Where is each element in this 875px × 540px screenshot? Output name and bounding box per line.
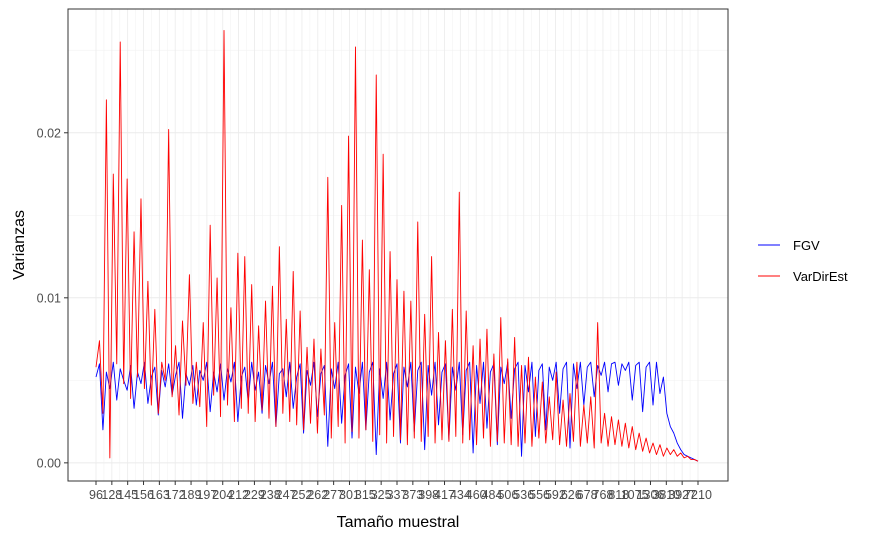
x-tick-label: 337: [387, 488, 408, 502]
x-tick-label: 156: [133, 488, 154, 502]
x-tick-label: 204: [212, 488, 233, 502]
x-tick-label: 247: [276, 488, 297, 502]
x-tick-label: 3927: [668, 488, 696, 502]
x-tick-label: 1306: [637, 488, 665, 502]
y-tick-label: 0.01: [37, 291, 61, 305]
x-tick-label: 484: [482, 488, 503, 502]
x-tick-label: 145: [117, 488, 138, 502]
x-tick-label: 592: [545, 488, 566, 502]
x-axis: 9612814515616317218919720421222923824725…: [89, 481, 712, 502]
x-tick-label: 315: [355, 488, 376, 502]
x-tick-label: 252: [292, 488, 313, 502]
x-tick-label: 1075: [621, 488, 649, 502]
series-line-vardirest: [95, 30, 699, 462]
x-tick-label: 398: [418, 488, 439, 502]
y-axis: 0.00 0.01 0.02: [37, 126, 68, 470]
x-tick-label: 128: [101, 488, 122, 502]
x-tick-label: 506: [497, 488, 518, 502]
x-tick-label: 460: [466, 488, 487, 502]
x-tick-label: 301: [339, 488, 360, 502]
x-tick-label: 818: [608, 488, 629, 502]
series-layer: [95, 30, 699, 462]
x-tick-label: 238: [260, 488, 281, 502]
x-tick-label: 172: [165, 488, 186, 502]
x-tick-label: 277: [323, 488, 344, 502]
plot-border: [67, 8, 729, 482]
x-tick-label: 3810: [652, 488, 680, 502]
x-tick-label: 229: [244, 488, 265, 502]
x-axis-title: Tamaño muestral: [337, 514, 460, 531]
x-tick-label: 678: [577, 488, 598, 502]
x-tick-label: 163: [149, 488, 170, 502]
x-tick-label: 556: [529, 488, 550, 502]
x-tick-label: 212: [228, 488, 249, 502]
x-tick-label: 262: [307, 488, 328, 502]
x-tick-label: 768: [593, 488, 614, 502]
legend-label-fgv: FGV: [793, 238, 820, 253]
y-tick-label: 0.02: [37, 126, 61, 140]
x-tick-label: 189: [181, 488, 202, 502]
legend: FGV VarDirEst: [758, 238, 848, 284]
x-tick-label: 536: [513, 488, 534, 502]
x-tick-label: 373: [402, 488, 423, 502]
y-axis-title: Varianzas: [11, 210, 28, 280]
series-line-fgv: [95, 361, 699, 462]
x-tick-label: 626: [561, 488, 582, 502]
legend-label-vardirest: VarDirEst: [793, 269, 848, 284]
x-tick-label: 434: [450, 488, 471, 502]
y-tick-label: 0.00: [37, 456, 61, 470]
x-tick-label: 7210: [684, 488, 712, 502]
x-tick-label: 197: [196, 488, 217, 502]
grid-major: [68, 9, 728, 481]
x-tick-label: 325: [371, 488, 392, 502]
x-tick-label: 96: [89, 488, 103, 502]
x-tick-label: 417: [434, 488, 455, 502]
